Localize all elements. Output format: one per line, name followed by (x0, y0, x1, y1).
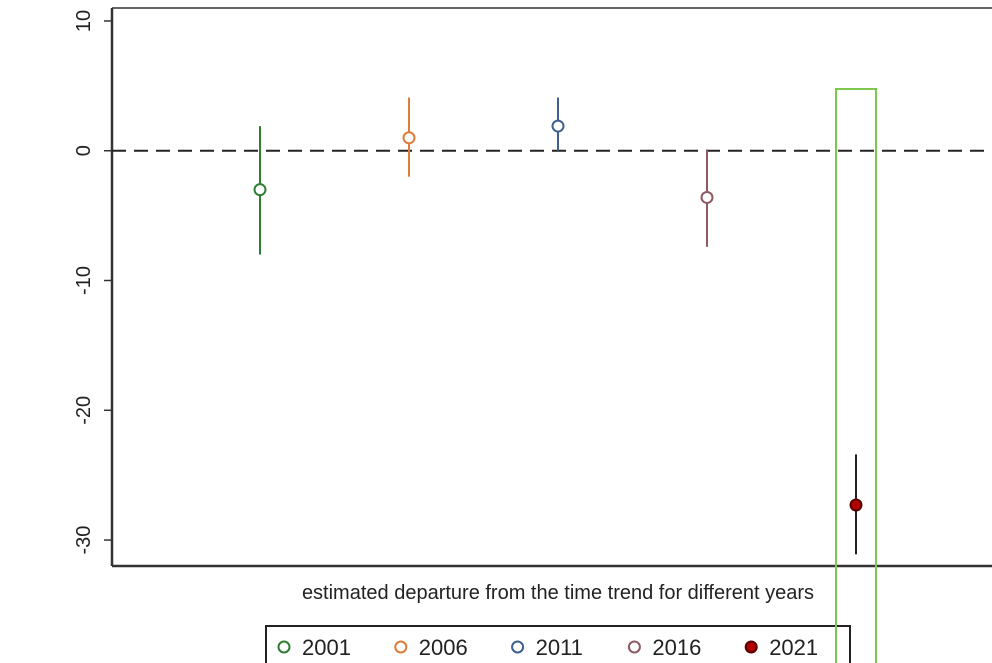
legend-label-2016: 2016 (652, 635, 701, 660)
series-2016 (700, 149, 714, 247)
highlight-box (835, 88, 877, 663)
point-estimate-2011 (551, 119, 565, 133)
point-estimate-2016 (700, 190, 714, 204)
point-estimate-2001 (253, 183, 267, 197)
series-2011 (551, 97, 565, 151)
y-tick-label: 0 (73, 145, 95, 156)
y-tick-label: -30 (73, 526, 95, 555)
series-2006 (402, 97, 416, 177)
legend-marker-2016 (627, 640, 641, 654)
legend-marker-2021 (744, 640, 758, 654)
y-tick-label: -20 (73, 396, 95, 425)
axes: 10 0 -10 -20 -30 (73, 7, 992, 568)
point-estimate-2021 (849, 498, 863, 512)
legend-marker-2006 (394, 640, 408, 654)
series-2001 (253, 126, 267, 255)
series-2021 (849, 454, 863, 555)
y-tick-label: 10 (73, 10, 95, 32)
legend: 2001 2006 2011 2016 2021 (265, 625, 851, 663)
point-estimate-2006 (402, 131, 416, 145)
y-tick-label: -10 (73, 266, 95, 295)
legend-label-2011: 2011 (536, 635, 583, 660)
legend-marker-2001 (277, 640, 291, 654)
highlight-layer (835, 88, 877, 663)
legend-marker-2011 (511, 640, 525, 654)
legend-label-2021: 2021 (769, 635, 818, 660)
marks-layer (253, 97, 863, 555)
legend-label-2001: 2001 (302, 635, 351, 660)
x-axis-label: estimated departure from the time trend … (302, 582, 814, 604)
legend-label-2006: 2006 (419, 635, 468, 660)
